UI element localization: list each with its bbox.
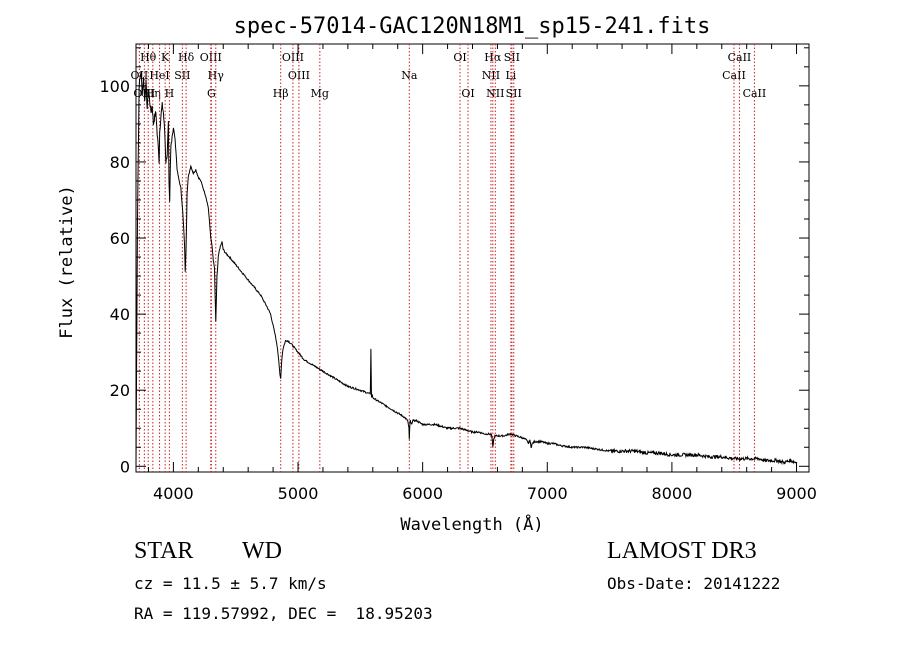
line-label: OIII xyxy=(282,51,304,64)
y-axis-label: Flux (relative) xyxy=(57,185,77,339)
y-tick-label: 60 xyxy=(110,229,130,248)
line-label: HeI xyxy=(149,69,169,82)
line-label: Hγ xyxy=(208,69,225,82)
x-axis-label: Wavelength (Å) xyxy=(400,513,543,535)
line-label: Hβ xyxy=(273,87,289,100)
line-label: OI xyxy=(461,87,474,100)
survey-name: LAMOST DR3 xyxy=(607,538,757,564)
line-label: Hθ xyxy=(140,51,157,64)
line-label: H xyxy=(165,87,175,100)
obs-date-text: Obs-Date: 20141222 xyxy=(607,574,781,593)
line-label: OIII xyxy=(200,51,222,64)
line-label: CaII xyxy=(722,69,746,82)
y-tick-label: 80 xyxy=(110,153,130,172)
x-tick-label: 8000 xyxy=(652,484,693,503)
line-label: Hδ xyxy=(178,51,195,64)
line-label: Mg xyxy=(311,87,329,100)
y-tick-label: 20 xyxy=(110,381,130,400)
line-label: OI xyxy=(453,51,466,64)
line-label: NII xyxy=(486,87,504,100)
x-tick-label: 4000 xyxy=(153,484,194,503)
line-label: SII xyxy=(174,69,190,82)
chart-title: spec-57014-GAC120N18M1_sp15-241.fits xyxy=(234,14,711,39)
line-label: CaII xyxy=(743,87,767,100)
coordinates-text: RA = 119.57992, DEC = 18.95203 xyxy=(134,604,433,623)
line-label: G xyxy=(207,87,216,100)
x-tick-label: 9000 xyxy=(776,484,817,503)
line-label: SII xyxy=(506,87,522,100)
y-tick-label: 40 xyxy=(110,305,130,324)
object-subclass: WD xyxy=(242,538,282,564)
spectrum-chart: spec-57014-GAC120N18M1_sp15-241.fits Hθ O… xyxy=(57,14,817,535)
x-tick-label: 7000 xyxy=(527,484,568,503)
plot-frame xyxy=(135,43,810,473)
line-label: Li xyxy=(505,69,516,82)
object-class: STAR xyxy=(134,538,194,564)
axis-ticks: 4000 5000 6000 7000 8000 9000 0 20 40 60 80 100 xyxy=(99,44,817,503)
line-label: NII xyxy=(482,69,500,82)
line-label: OIII xyxy=(288,69,310,82)
line-label: SII xyxy=(504,51,520,64)
line-label: CaII xyxy=(728,51,752,64)
spectrum-line xyxy=(135,71,797,467)
x-tick-label: 6000 xyxy=(402,484,443,503)
redshift-text: cz = 11.5 ± 5.7 km/s xyxy=(134,574,327,593)
y-tick-label: 100 xyxy=(99,77,130,96)
line-label: Hα xyxy=(484,51,502,64)
y-tick-label: 0 xyxy=(120,457,130,476)
line-label: K xyxy=(161,51,170,64)
line-label: Na xyxy=(401,69,418,82)
x-tick-label: 5000 xyxy=(278,484,319,503)
